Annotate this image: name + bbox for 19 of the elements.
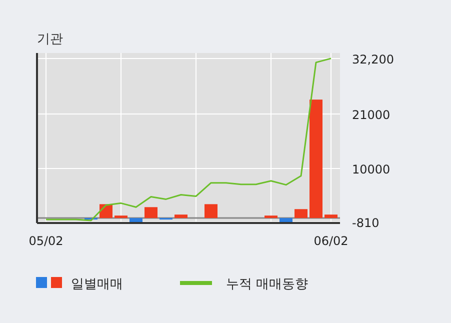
bar (324, 214, 338, 218)
bar (310, 100, 322, 218)
bar (174, 214, 188, 218)
bar (130, 218, 142, 222)
bar (264, 216, 278, 218)
y-tick-label: 21000 (352, 108, 390, 122)
x-tick-label: 05/02 (28, 234, 64, 248)
x-tick-label: 06/02 (314, 234, 348, 248)
legend-label: 일별매매 (71, 277, 123, 292)
bar (280, 218, 292, 223)
legend-label: 누적 매매동향 (226, 277, 308, 292)
bar (114, 216, 128, 218)
bar (294, 209, 308, 218)
y-tick-label: 32,200 (352, 52, 394, 66)
bar (204, 204, 218, 218)
bar (144, 207, 158, 218)
y-tick-label: -810 (352, 216, 380, 230)
y-tick-label: 10000 (352, 162, 390, 176)
chart-title: 기관 (37, 32, 63, 47)
